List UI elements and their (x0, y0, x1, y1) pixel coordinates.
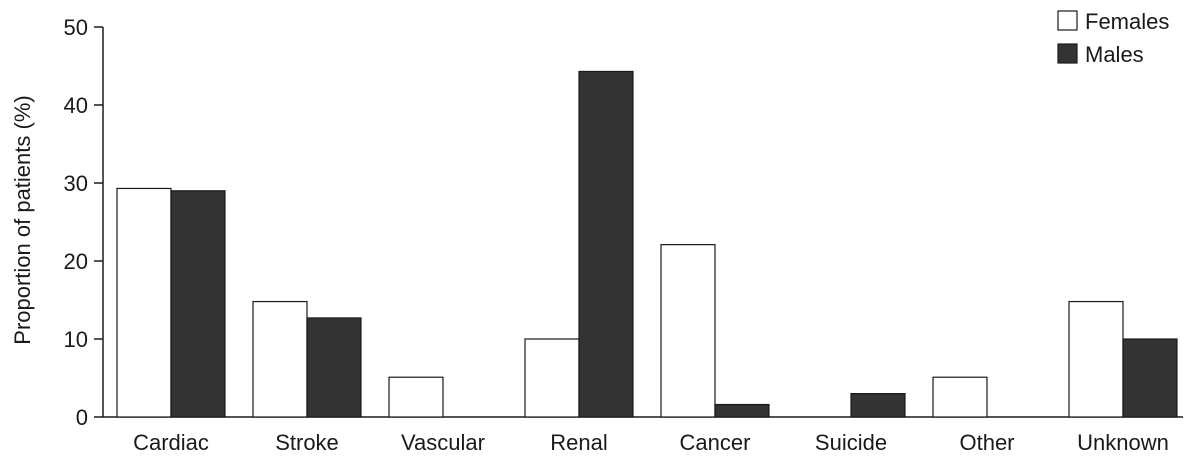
y-tick-label: 30 (64, 171, 88, 196)
x-axis: Cardiac Stroke Vascular Renal Cancer Suicide O… (103, 416, 1183, 455)
legend: Females Males (1057, 9, 1169, 67)
bar-females-unknown (1068, 300, 1124, 418)
bar-males-stroke (306, 317, 362, 418)
bar-males-suicide (850, 393, 906, 418)
bar-males-cancer (714, 403, 770, 418)
y-tick-label: 20 (64, 249, 88, 274)
bar-males-cardiac (170, 190, 226, 418)
y-tick-label: 10 (64, 327, 88, 352)
bar-females-cardiac (116, 187, 172, 418)
y-axis-title: Proportion of patients (%) (10, 95, 35, 344)
bar-females-cancer (660, 244, 716, 418)
bar-females-stroke (252, 300, 308, 418)
x-category-label: Other (959, 430, 1014, 455)
y-axis: 0 10 20 30 40 50 (64, 15, 104, 430)
x-category-label: Suicide (815, 430, 887, 455)
bars-group (116, 70, 1178, 418)
legend-label-males: Males (1085, 42, 1144, 67)
bar-males-renal (578, 70, 634, 418)
x-category-label: Renal (550, 430, 607, 455)
bar-females-renal (524, 338, 580, 418)
y-tick-label: 40 (64, 93, 88, 118)
x-category-label: Cancer (680, 430, 751, 455)
bar-males-unknown (1122, 338, 1178, 418)
legend-swatch-males (1057, 43, 1078, 64)
legend-label-females: Females (1085, 9, 1169, 34)
x-category-label: Unknown (1077, 430, 1169, 455)
legend-swatch-females (1057, 10, 1078, 31)
y-tick-label: 0 (76, 405, 88, 430)
x-category-label: Stroke (275, 430, 339, 455)
bar-females-other (932, 376, 988, 418)
x-category-label: Cardiac (133, 430, 209, 455)
bar-females-vascular (388, 376, 444, 418)
y-tick-label: 50 (64, 15, 88, 40)
x-category-label: Vascular (401, 430, 485, 455)
